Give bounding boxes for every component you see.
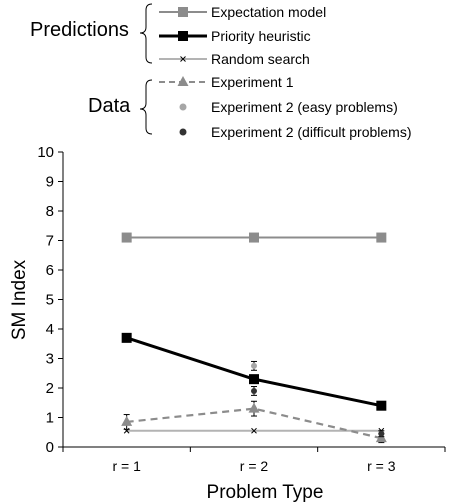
- y-tick-label: 3: [46, 351, 54, 368]
- legend-group-data: Data: [88, 95, 131, 117]
- predictions-brace: [139, 3, 153, 64]
- series-experiment-1: [121, 400, 387, 444]
- x-category-label: r = 3: [367, 458, 396, 474]
- series-experiment-2-easy-problems: [251, 360, 257, 371]
- series-expectation-model: [121, 232, 387, 243]
- series-priority-heuristic: [121, 332, 387, 411]
- x-category-label: r = 1: [112, 458, 141, 474]
- legend-label-expectation-model: Expectation model: [211, 4, 326, 20]
- y-tick-label: 10: [37, 144, 54, 161]
- data-point-priority-heuristic: [249, 374, 259, 385]
- data-point-experiment-2-difficult-problems: [378, 430, 385, 437]
- legend-label-experiment-2-difficult-problems: Experiment 2 (difficult problems): [211, 124, 411, 140]
- legend-group-predictions: Predictions: [30, 19, 129, 41]
- data-point-priority-heuristic: [121, 332, 132, 343]
- data-point-expectation-model: [249, 232, 259, 243]
- legend-marker-experiment-1: [177, 76, 189, 86]
- legend-marker-expectation-model: [178, 7, 188, 17]
- legend-marker-priority-heuristic: [178, 31, 188, 41]
- data-point-experiment-1: [121, 415, 133, 426]
- y-tick-label: 7: [46, 233, 54, 250]
- data-point-expectation-model: [376, 232, 387, 243]
- y-axis-title: SM Index: [9, 259, 30, 340]
- y-tick-label: 4: [46, 321, 54, 338]
- legend-marker-random-search: [180, 56, 186, 62]
- legend-marker-experiment-2-easy-problems: [179, 103, 187, 111]
- x-category-label: r = 2: [240, 458, 269, 474]
- y-tick-label: 1: [46, 410, 54, 427]
- data-point-experiment-1: [248, 402, 260, 413]
- legend-label-experiment-2-easy-problems: Experiment 2 (easy problems): [211, 99, 398, 115]
- data-point-random-search: [251, 427, 257, 434]
- data-brace: [139, 79, 153, 135]
- x-axis-title: Problem Type: [207, 482, 324, 503]
- data-point-experiment-2-easy-problems: [251, 362, 257, 369]
- legend-label-random-search: Random search: [211, 51, 310, 67]
- legend-label-priority-heuristic: Priority heuristic: [211, 28, 311, 44]
- y-tick-label: 0: [46, 439, 54, 456]
- y-tick-label: 6: [46, 262, 54, 279]
- y-tick-label: 9: [46, 174, 54, 191]
- data-point-experiment-2-difficult-problems: [251, 387, 257, 394]
- series-line-experiment-1: [126, 407, 382, 440]
- y-tick-label: 5: [46, 292, 54, 309]
- data-point-priority-heuristic: [376, 400, 387, 411]
- data-point-expectation-model: [121, 232, 132, 243]
- y-tick-label: 2: [46, 380, 54, 397]
- y-tick-label: 8: [46, 203, 54, 220]
- legend-marker-experiment-2-difficult-problems: [179, 128, 187, 136]
- legend-label-experiment-1: Experiment 1: [211, 74, 294, 90]
- series-experiment-2-difficult-problems: [251, 386, 385, 438]
